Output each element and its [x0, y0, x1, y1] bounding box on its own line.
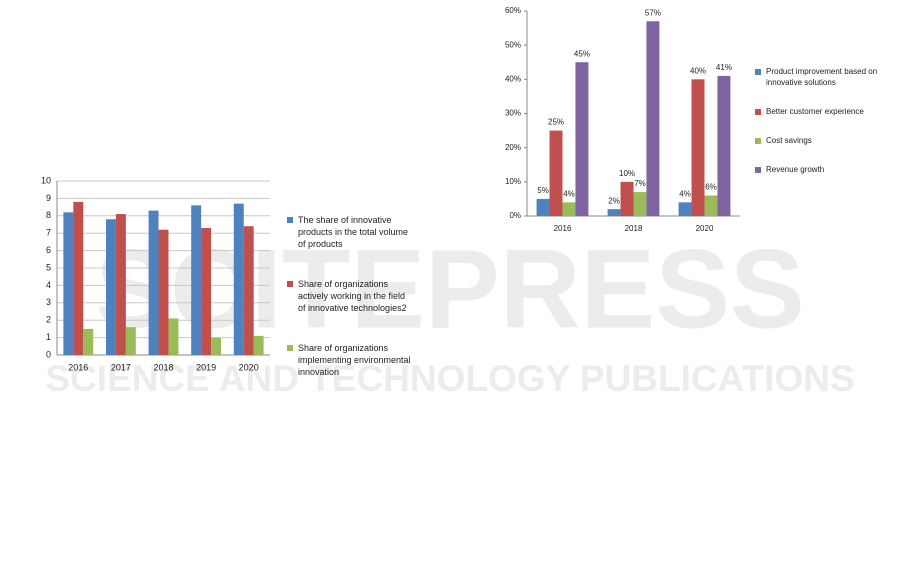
x-tick-label: 2016	[554, 224, 572, 233]
bar	[83, 328, 94, 355]
y-tick-label: 9	[46, 193, 51, 203]
value-label: 4%	[563, 189, 575, 198]
legend-label: Share of organizations implementing envi…	[298, 343, 411, 377]
legend-swatch	[755, 68, 761, 75]
value-label: 40%	[690, 66, 706, 75]
watermark-subtitle: SCIENCE AND TECHNOLOGY PUBLICATIONS	[45, 358, 854, 399]
value-label: 10%	[619, 169, 635, 178]
value-label: 4%	[679, 189, 691, 198]
bar	[704, 195, 718, 216]
bar	[73, 201, 84, 355]
value-label: 7%	[634, 179, 646, 188]
bar	[233, 203, 244, 355]
legend-swatch	[287, 217, 293, 223]
legend-item: Share of organizations implementing envi…	[287, 342, 412, 378]
legend-swatch	[287, 281, 293, 287]
y-tick-label: 0	[46, 349, 51, 359]
legend-swatch	[755, 166, 761, 173]
bar	[243, 226, 254, 355]
y-tick-label: 30%	[505, 109, 521, 118]
y-tick-label: 10	[41, 175, 51, 185]
legend-swatch	[287, 345, 293, 351]
bar	[253, 335, 264, 355]
legend-item: Better customer experience	[755, 106, 890, 117]
bar	[549, 130, 563, 216]
y-tick-label: 3	[46, 297, 51, 307]
x-tick-label: 2020	[239, 362, 259, 372]
legend-label: Product improvement based on innovative …	[766, 67, 878, 87]
value-label: 6%	[705, 183, 717, 192]
legend-label: Better customer experience	[766, 107, 864, 116]
x-tick-label: 2019	[196, 362, 216, 372]
bar	[646, 21, 660, 216]
legend-item: Revenue growth	[755, 164, 890, 175]
bar	[148, 210, 159, 355]
legend-label: Revenue growth	[766, 165, 825, 174]
legend: The share of innovative products in the …	[287, 214, 412, 406]
y-tick-label: 40%	[505, 74, 521, 83]
bar	[63, 212, 74, 355]
value-label: 25%	[548, 118, 564, 127]
legend: Product improvement based on innovative …	[755, 66, 890, 193]
x-tick-label: 2018	[153, 362, 173, 372]
y-tick-label: 8	[46, 210, 51, 220]
value-label: 2%	[608, 196, 620, 205]
bar	[575, 62, 589, 216]
legend-item: Share of organizations actively working …	[287, 278, 412, 314]
legend-label: Cost savings	[766, 136, 812, 145]
y-tick-label: 50%	[505, 40, 521, 49]
bar	[562, 202, 576, 216]
bar	[115, 214, 126, 355]
bar	[125, 327, 136, 355]
watermark-title: SCITEPRESS	[95, 227, 805, 352]
value-label: 5%	[537, 186, 549, 195]
value-label: 41%	[716, 63, 732, 72]
legend-label: The share of innovative products in the …	[298, 215, 409, 249]
y-tick-label: 10%	[505, 177, 521, 186]
y-tick-label: 4	[46, 280, 51, 290]
y-tick-label: 60%	[505, 6, 521, 15]
bar	[678, 202, 692, 216]
bar	[717, 75, 731, 217]
y-tick-label: 6	[46, 245, 51, 255]
bar	[191, 205, 202, 355]
legend-swatch	[755, 108, 761, 115]
bar	[201, 227, 212, 355]
y-tick-label: 20%	[505, 143, 521, 152]
bar	[633, 192, 647, 216]
x-tick-label: 2018	[625, 224, 643, 233]
x-tick-label: 2017	[111, 362, 131, 372]
y-tick-label: 5	[46, 262, 51, 272]
legend-item: Cost savings	[755, 135, 890, 146]
legend-item: Product improvement based on innovative …	[755, 66, 890, 88]
bar	[211, 337, 222, 355]
bar	[536, 198, 550, 216]
legend-item: The share of innovative products in the …	[287, 214, 412, 250]
bar	[158, 229, 169, 355]
bar	[168, 318, 179, 355]
value-label: 57%	[645, 8, 661, 17]
bar	[691, 79, 705, 216]
y-tick-label: 1	[46, 332, 51, 342]
y-tick-label: 2	[46, 315, 51, 325]
bar	[620, 181, 634, 216]
bar	[607, 209, 621, 216]
legend-swatch	[755, 137, 761, 144]
value-label: 45%	[574, 49, 590, 58]
x-tick-label: 2020	[696, 224, 714, 233]
bar	[105, 219, 116, 355]
y-tick-label: 7	[46, 228, 51, 238]
legend-label: Share of organizations actively working …	[298, 279, 407, 313]
x-tick-label: 2016	[68, 362, 88, 372]
y-tick-label: 0%	[509, 211, 521, 220]
